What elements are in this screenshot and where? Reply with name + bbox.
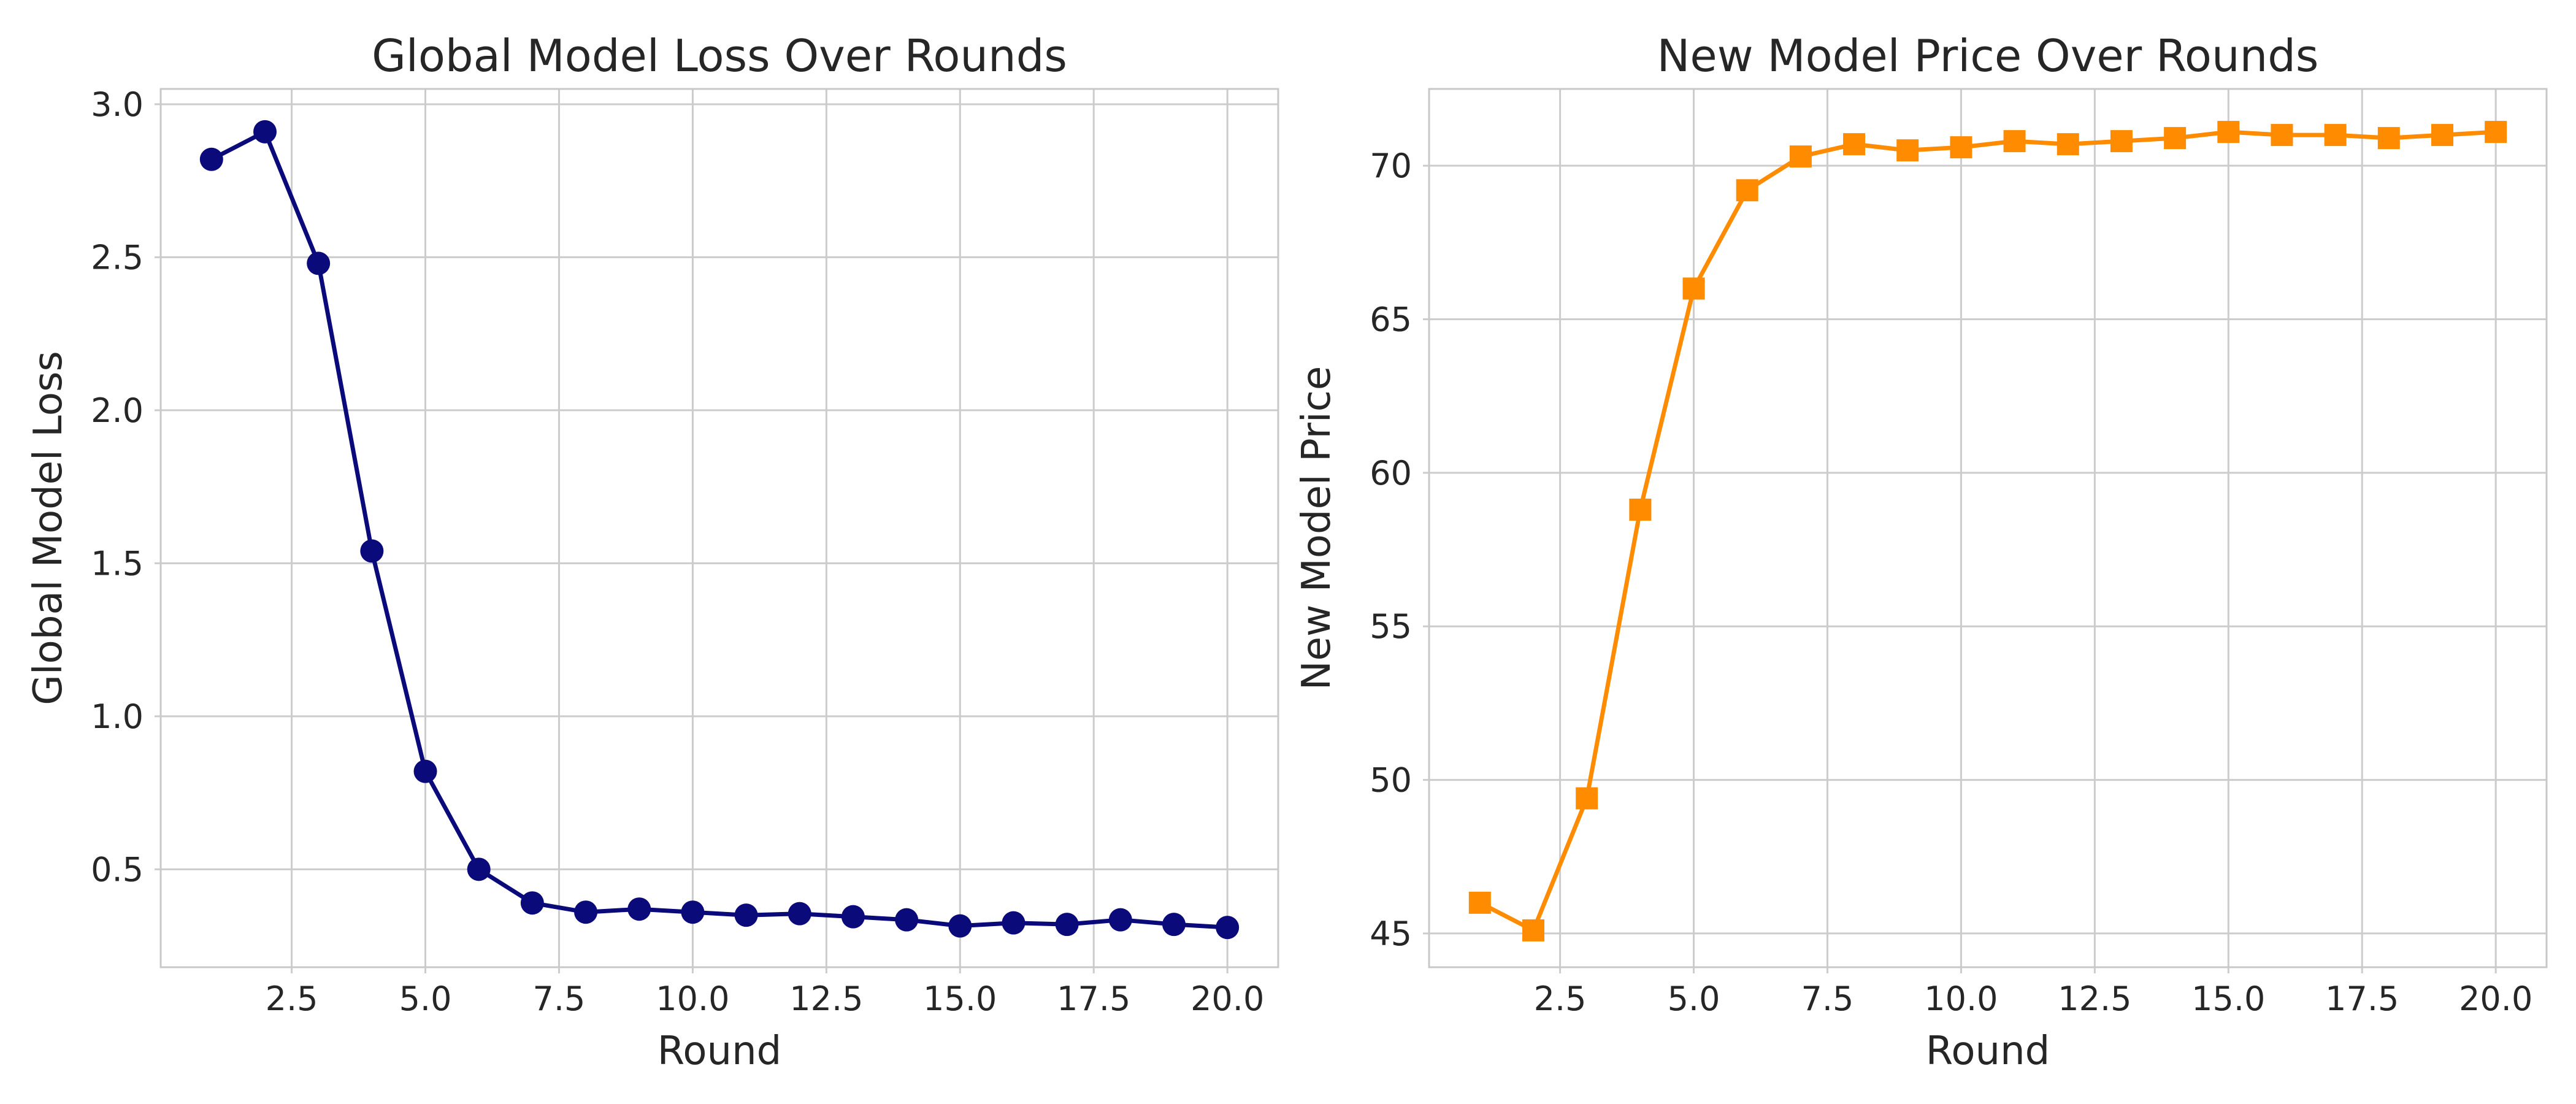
loss-data-point [1216,916,1240,940]
price-data-point [2110,130,2133,153]
price-x-tick-label: 2.5 [1534,979,1587,1018]
loss-x-tick-label: 17.5 [1057,979,1130,1018]
price-data-point [2485,121,2507,144]
price-y-tick-label: 50 [1370,761,1412,800]
price-grid [1429,89,2547,967]
loss-chart-title: Global Model Loss Over Rounds [372,30,1067,82]
price-chart: 2.5 5.0 7.5 10.0 12.5 15.0 17.5 20.0 45 50 55 60 65 7… [1294,30,2548,1074]
loss-plot-frame [159,88,1279,968]
price-x-tick-label: 20.0 [2459,979,2532,1018]
price-data-point [2217,121,2240,144]
price-ticks: 2.5 5.0 7.5 10.0 12.5 15.0 17.5 20.0 45 50 55 60 65 7… [1370,147,2532,1018]
price-y-tick-label: 55 [1370,607,1412,646]
loss-x-tick-label: 20.0 [1190,979,1264,1018]
loss-data-point [520,891,544,915]
price-y-tick-label: 65 [1370,301,1412,339]
price-data-point [1682,277,1705,300]
loss-data-point [307,251,331,275]
loss-data-point [788,902,811,926]
price-data-point [1950,136,1972,159]
price-data-point [1736,179,1758,202]
price-x-tick-label: 12.5 [2058,979,2131,1018]
price-data-point [1468,891,1491,914]
loss-y-tick-label: 0.5 [91,850,144,889]
loss-y-tick-label: 1.0 [91,697,144,736]
price-x-tick-label: 10.0 [1924,979,1998,1018]
price-data-point [1522,919,1544,941]
price-data-point [2271,124,2293,147]
loss-x-tick-label: 15.0 [923,979,997,1018]
price-x-tick-label: 15.0 [2191,979,2265,1018]
loss-data-point [681,900,705,924]
loss-data-point [199,147,223,171]
loss-data-point [948,914,972,938]
loss-data-point [627,897,651,921]
loss-data-point [895,908,919,932]
price-x-tick-label: 5.0 [1668,979,1720,1018]
loss-markers [199,120,1240,940]
loss-y-tick-label: 2.0 [91,391,144,430]
loss-x-tick-label: 5.0 [399,979,452,1018]
price-y-tick-label: 45 [1370,914,1412,953]
loss-data-point [253,120,277,144]
loss-chart: 2.5 5.0 7.5 10.0 12.5 15.0 17.5 20.0 0.5 1.0 1.5 2.… [26,30,1279,1074]
price-x-tick-label: 7.5 [1801,979,1854,1018]
price-chart-title: New Model Price Over Rounds [1657,30,2319,82]
loss-grid [161,89,1278,967]
loss-data-point [467,857,491,881]
loss-y-tick-label: 3.0 [91,85,144,124]
price-data-point [1629,498,1652,521]
loss-data-point [1162,913,1186,937]
price-data-point [1789,145,1812,168]
loss-data-point [360,539,384,563]
loss-x-tick-label: 2.5 [266,979,318,1018]
loss-data-point [574,900,598,924]
price-y-axis-label: New Model Price [1294,366,1340,691]
loss-data-point [841,905,865,929]
loss-y-tick-label: 2.5 [91,238,144,277]
price-data-point [2057,133,2079,156]
loss-ticks: 2.5 5.0 7.5 10.0 12.5 15.0 17.5 20.0 0.5 1.0 1.5 2.… [91,85,1264,1018]
loss-data-point [413,759,437,783]
price-x-tick-label: 17.5 [2325,979,2399,1018]
loss-y-tick-label: 1.5 [91,544,144,583]
price-data-point [2164,127,2187,150]
price-data-point [1896,139,1919,162]
loss-y-axis-label: Global Model Loss [26,351,71,705]
loss-x-tick-label: 12.5 [789,979,863,1018]
price-data-point [2431,124,2454,147]
price-data-point [1843,133,1866,156]
price-y-tick-label: 60 [1370,454,1412,493]
loss-data-point [1002,911,1025,935]
price-plot-frame [1428,88,2548,968]
price-x-axis-label: Round [1926,1029,2050,1074]
price-data-point [2003,130,2026,153]
loss-x-tick-label: 7.5 [533,979,586,1018]
loss-data-point [1055,913,1079,937]
price-y-tick-label: 70 [1370,147,1412,185]
loss-data-point [734,903,758,927]
loss-data-point [1108,908,1132,932]
price-data-point [2377,127,2400,150]
price-data-point [2324,124,2347,147]
loss-x-axis-label: Round [657,1029,782,1074]
price-markers [1468,121,2507,941]
price-data-point [1576,787,1598,810]
loss-x-tick-label: 10.0 [656,979,729,1018]
